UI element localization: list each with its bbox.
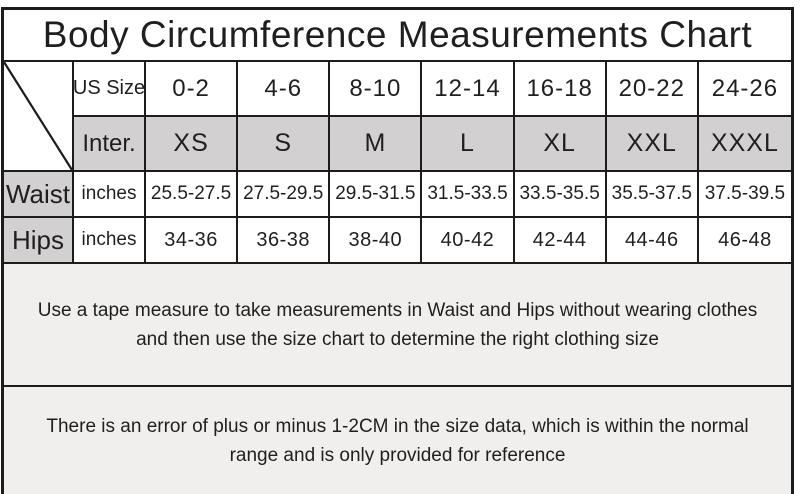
waist-value-cell: 35.5-37.5 <box>606 172 699 218</box>
hips-value-cell: 34-36 <box>146 218 239 264</box>
us-size-cell: 4-6 <box>238 62 331 117</box>
diagonal-divider <box>4 62 72 170</box>
inter-size-cell: XXL <box>606 117 699 172</box>
inter-size-cell: XXXL <box>698 117 791 172</box>
note-line: There is an error of plus or minus 1-2CM… <box>46 415 749 437</box>
inter-size-cell: XL <box>514 117 607 172</box>
us-size-cell: 16-18 <box>514 62 607 117</box>
hips-value-cell: 44-46 <box>606 218 699 264</box>
measurement-instructions-note: Use a tape measure to take measurements … <box>4 264 791 387</box>
note-line: range and is only provided for reference <box>229 444 566 466</box>
waist-value-cell: 33.5-35.5 <box>514 172 607 218</box>
us-size-cell: 12-14 <box>422 62 515 117</box>
waist-value-cell: 27.5-29.5 <box>238 172 331 218</box>
us-size-cell: 20-22 <box>606 62 699 117</box>
inter-size-header: Inter. <box>74 117 146 172</box>
waist-value-cell: 37.5-39.5 <box>698 172 791 218</box>
note-line: and then use the size chart to determine… <box>136 328 659 350</box>
us-size-cell: 8-10 <box>330 62 423 117</box>
hips-value-cell: 46-48 <box>698 218 791 264</box>
waist-row-label: Waist <box>4 172 74 218</box>
size-chart-sheet: Body Circumference Measurements Chart US… <box>1 7 794 494</box>
us-size-cell: 24-26 <box>698 62 791 117</box>
hips-value-cell: 42-44 <box>514 218 607 264</box>
inter-size-cell: M <box>330 117 423 172</box>
table-corner-cell <box>4 62 74 172</box>
hips-value-cell: 38-40 <box>330 218 423 264</box>
inter-size-cell: L <box>422 117 515 172</box>
hips-value-cell: 40-42 <box>422 218 515 264</box>
inter-size-cell: XS <box>146 117 239 172</box>
inter-size-cell: S <box>238 117 331 172</box>
size-table: US Size 0-2 4-6 8-10 12-14 16-18 20-22 2… <box>4 62 791 264</box>
hips-row-label: Hips <box>4 218 74 264</box>
hips-value-cell: 36-38 <box>238 218 331 264</box>
waist-value-cell: 25.5-27.5 <box>146 172 239 218</box>
waist-value-cell: 29.5-31.5 <box>330 172 423 218</box>
us-size-header: US Size <box>73 62 146 117</box>
page-title: Body Circumference Measurements Chart <box>4 10 791 62</box>
note-line: Use a tape measure to take measurements … <box>37 299 758 321</box>
hips-unit-cell: inches <box>74 218 146 264</box>
tolerance-disclaimer-note: There is an error of plus or minus 1-2CM… <box>4 387 791 494</box>
waist-value-cell: 31.5-33.5 <box>422 172 515 218</box>
us-size-cell: 0-2 <box>146 62 239 117</box>
waist-unit-cell: inches <box>74 172 146 218</box>
